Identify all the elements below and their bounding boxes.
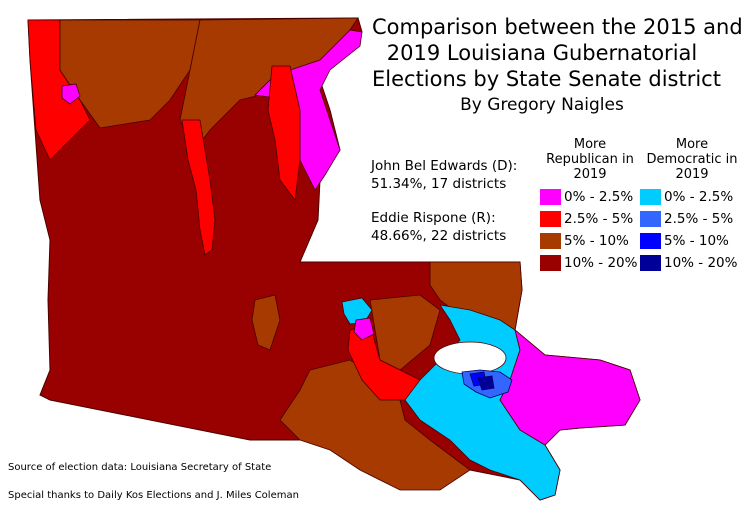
legend-heading-rep-line1: More (573, 137, 607, 152)
rispone-result: Eddie Rispone (R): 48.66%, 22 districts (371, 209, 506, 245)
legend-label: 10% - 20% (664, 255, 738, 271)
legend-label: 2.5% - 5% (564, 211, 634, 227)
legend-heading-dem-line1: More (675, 137, 709, 152)
legend-swatch (540, 211, 561, 227)
edwards-name: John Bel Edwards (D): (371, 158, 518, 174)
district-shreveport-magenta (61, 83, 81, 105)
district-new-orleans-navy (477, 375, 495, 391)
district-central-red (181, 119, 216, 256)
legend-heading-dem-line3: 2019 (675, 167, 709, 182)
legend-label: 10% - 20% (564, 255, 638, 271)
legend-label: 5% - 10% (564, 233, 629, 249)
district-baton-rouge-magenta (353, 317, 375, 341)
title-line-2: 2019 Louisiana Gubernatorial (386, 41, 698, 65)
lake-pontchartrain (433, 341, 507, 375)
title-line-1: Comparison between the 2015 and (372, 15, 743, 39)
legend-item: 5% - 10% (640, 230, 737, 252)
legend-swatch (540, 233, 561, 249)
legend-label: 0% - 2.5% (564, 189, 634, 205)
legend-label: 0% - 2.5% (664, 189, 734, 205)
legend-swatch (640, 233, 661, 249)
district-alexandria-orange (251, 294, 281, 351)
legend-heading-dem-line2: Democratic in (646, 152, 738, 167)
title-line-3: Elections by State Senate district (372, 67, 721, 91)
legend-item: 0% - 2.5% (640, 186, 737, 208)
rispone-share: 48.66%, 22 districts (371, 228, 507, 244)
district-plaquemines-magenta (499, 328, 641, 446)
legend-heading-republican: More Republican in 2019 (540, 137, 640, 182)
edwards-result: John Bel Edwards (D): 51.34%, 17 distric… (371, 157, 517, 193)
legend-item: 2.5% - 5% (540, 208, 637, 230)
legend-republican: 0% - 2.5% 2.5% - 5% 5% - 10% 10% - 20% (540, 186, 637, 274)
legend-swatch (640, 255, 661, 271)
legend-label: 2.5% - 5% (664, 211, 734, 227)
byline: By Gregory Naigles (460, 95, 624, 115)
district-baton-rouge-orange (369, 294, 441, 371)
legend-swatch (640, 211, 661, 227)
legend-democratic: 0% - 2.5% 2.5% - 5% 5% - 10% 10% - 20% (640, 186, 737, 274)
legend-heading-rep-line2: Republican in (546, 152, 634, 167)
legend-item: 2.5% - 5% (640, 208, 737, 230)
legend-swatch (540, 255, 561, 271)
legend-item: 10% - 20% (640, 252, 737, 274)
legend-heading-democratic: More Democratic in 2019 (642, 137, 742, 182)
rispone-name: Eddie Rispone (R): (371, 210, 496, 226)
thanks-note: Special thanks to Daily Kos Elections an… (8, 490, 299, 501)
legend-swatch (640, 189, 661, 205)
edwards-share: 51.34%, 17 districts (371, 176, 507, 192)
legend-item: 10% - 20% (540, 252, 637, 274)
source-note: Source of election data: Louisiana Secre… (8, 462, 272, 473)
title-block: Comparison between the 2015 and 2019 Lou… (372, 14, 743, 117)
legend-heading-rep-line3: 2019 (573, 167, 607, 182)
legend-swatch (540, 189, 561, 205)
district-monroe-red (267, 65, 301, 202)
legend-label: 5% - 10% (664, 233, 729, 249)
legend-item: 5% - 10% (540, 230, 637, 252)
legend-item: 0% - 2.5% (540, 186, 637, 208)
